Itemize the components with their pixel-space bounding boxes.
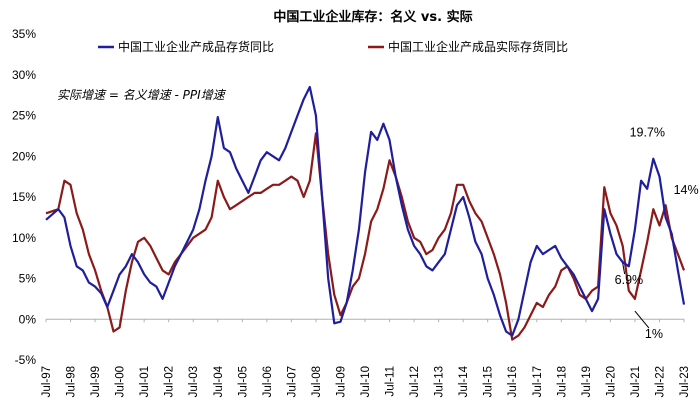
x-tick-label: Jul-04 bbox=[213, 365, 225, 397]
x-tick-label: Jul-18 bbox=[556, 366, 568, 397]
y-tick-label: 5% bbox=[19, 272, 37, 286]
data-annotation: 6.9% bbox=[615, 273, 644, 287]
y-tick-label: 20% bbox=[12, 149, 36, 163]
x-tick-label: Jul-14 bbox=[458, 365, 470, 397]
x-tick-label: Jul-99 bbox=[90, 366, 102, 397]
y-tick-label: 30% bbox=[12, 68, 36, 82]
y-tick-label: 15% bbox=[12, 190, 36, 204]
x-tick-label: Jul-03 bbox=[188, 366, 200, 397]
x-tick-label: Jul-23 bbox=[679, 366, 691, 397]
x-tick-label: Jul-19 bbox=[581, 366, 593, 397]
chart-note: 实际增速 = 名义增速 - PPI增速 bbox=[57, 88, 227, 102]
x-tick-label: Jul-02 bbox=[164, 366, 176, 397]
x-tick-label: Jul-07 bbox=[286, 366, 298, 397]
y-tick-label: 10% bbox=[12, 231, 36, 245]
x-tick-label: Jul-15 bbox=[483, 366, 495, 397]
x-tick-label: Jul-20 bbox=[605, 366, 617, 397]
x-tick-label: Jul-22 bbox=[654, 366, 666, 397]
x-tick-label: Jul-13 bbox=[434, 366, 446, 397]
y-tick-label: -5% bbox=[15, 353, 37, 367]
data-annotation: 1% bbox=[645, 327, 663, 341]
x-tick-label: Jul-16 bbox=[507, 366, 519, 397]
series-line-real bbox=[45, 132, 686, 341]
y-tick-label: 0% bbox=[19, 312, 37, 326]
y-tick-label: 25% bbox=[12, 109, 36, 123]
y-tick-label: 35% bbox=[12, 27, 36, 41]
x-tick-label: Jul-97 bbox=[41, 366, 53, 397]
x-tick-label: Jul-12 bbox=[409, 366, 421, 397]
legend-label: 中国工业企业产成品实际存货同比 bbox=[388, 39, 568, 54]
legend: 中国工业企业产成品存货同比 中国工业企业产成品实际存货同比 bbox=[98, 39, 568, 54]
series-line-nominal bbox=[45, 85, 686, 337]
x-tick-label: Jul-08 bbox=[311, 366, 323, 397]
x-tick-label: Jul-01 bbox=[139, 366, 151, 397]
x-tick-label: Jul-06 bbox=[262, 366, 274, 397]
x-tick-label: Jul-05 bbox=[237, 366, 249, 397]
x-tick-label: Jul-00 bbox=[115, 366, 127, 397]
annotation-leader bbox=[622, 262, 626, 275]
x-axis: Jul-97 Jul-98 Jul-99 Jul-00 Jul-01 Jul-02 Jul-… bbox=[41, 318, 691, 397]
x-tick-label: Jul-17 bbox=[532, 366, 544, 397]
y-axis: -5% 0% 5% 10% 15% 20% 25% 30% 35% bbox=[12, 27, 36, 367]
data-annotation: 14% bbox=[674, 183, 699, 197]
annotations: 19.7% 14% 6.9% 1% bbox=[615, 126, 699, 341]
x-tick-label: Jul-98 bbox=[66, 366, 78, 397]
plot-area bbox=[45, 85, 686, 341]
x-tick-label: Jul-21 bbox=[630, 366, 642, 397]
chart-title: 中国工业企业库存：名义 vs. 实际 bbox=[273, 9, 472, 25]
data-annotation: 19.7% bbox=[630, 126, 665, 140]
x-tick-label: Jul-11 bbox=[385, 366, 397, 396]
x-tick-label: Jul-09 bbox=[335, 366, 347, 397]
x-tick-label: Jul-10 bbox=[360, 366, 372, 397]
legend-label: 中国工业企业产成品存货同比 bbox=[118, 39, 274, 54]
annotation-leader bbox=[634, 310, 650, 329]
